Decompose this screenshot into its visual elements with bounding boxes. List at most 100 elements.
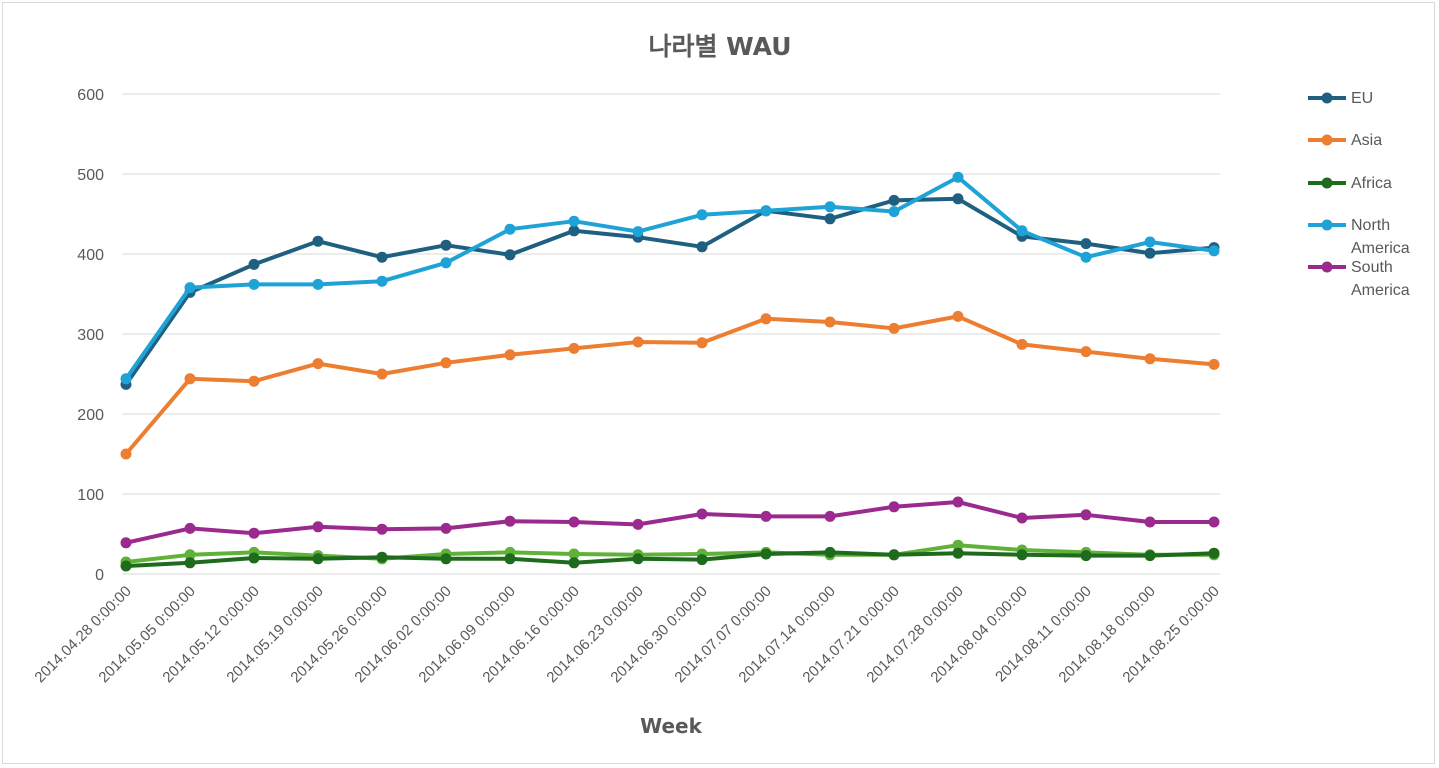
data-point xyxy=(696,508,708,520)
series-africa xyxy=(120,546,1220,572)
data-point xyxy=(1080,509,1092,521)
data-point xyxy=(952,539,964,551)
legend-marker xyxy=(1321,219,1333,231)
data-point xyxy=(504,249,516,261)
legend-marker xyxy=(1321,261,1333,273)
data-point xyxy=(824,213,836,225)
data-point xyxy=(1080,550,1092,562)
data-point xyxy=(184,549,196,561)
data-point xyxy=(632,336,644,348)
data-point xyxy=(952,171,964,183)
data-point xyxy=(440,239,452,251)
series-line xyxy=(124,175,1216,381)
data-point xyxy=(1144,236,1156,248)
data-point xyxy=(760,510,772,522)
y-tick-label: 200 xyxy=(77,407,104,424)
data-point xyxy=(568,342,580,354)
legend: EU Asia Africa North America South America xyxy=(1308,90,1410,299)
data-point xyxy=(440,257,452,269)
data-point xyxy=(632,226,644,238)
legend-marker xyxy=(1321,177,1333,189)
y-tick-label: 0 xyxy=(95,567,104,584)
data-point xyxy=(312,235,324,247)
legend-item: North America xyxy=(1308,217,1410,257)
data-point xyxy=(1080,251,1092,263)
y-tick-label: 300 xyxy=(77,327,104,344)
legend-item: South America xyxy=(1308,259,1410,299)
data-point xyxy=(568,225,580,237)
legend-label: North xyxy=(1351,217,1390,234)
data-point xyxy=(1080,238,1092,250)
data-point xyxy=(1080,346,1092,358)
data-point xyxy=(376,275,388,287)
data-point xyxy=(504,223,516,235)
data-point xyxy=(312,521,324,533)
data-point xyxy=(888,501,900,513)
data-point xyxy=(1208,358,1220,370)
data-point xyxy=(248,552,260,564)
series-line xyxy=(124,314,1216,456)
series-asia xyxy=(120,310,1220,460)
data-point xyxy=(184,522,196,534)
data-point xyxy=(1208,516,1220,528)
data-point xyxy=(440,522,452,534)
data-point xyxy=(696,209,708,221)
data-point xyxy=(1208,547,1220,559)
legend-label: America xyxy=(1351,282,1410,299)
data-point xyxy=(248,375,260,387)
data-point xyxy=(376,523,388,535)
data-point xyxy=(440,357,452,369)
data-point xyxy=(696,241,708,253)
data-point xyxy=(312,358,324,370)
data-point xyxy=(888,194,900,206)
data-point xyxy=(312,278,324,290)
data-point xyxy=(504,553,516,565)
data-point xyxy=(760,313,772,325)
series-line xyxy=(124,500,1216,545)
data-point xyxy=(952,496,964,508)
chart-title: 나라별 WAU xyxy=(648,32,791,61)
series-line xyxy=(124,550,1216,568)
data-point xyxy=(184,373,196,385)
data-point xyxy=(568,557,580,569)
data-point xyxy=(504,515,516,527)
data-point xyxy=(952,547,964,559)
data-point xyxy=(824,546,836,558)
y-tick-label: 500 xyxy=(77,167,104,184)
data-point xyxy=(184,282,196,294)
data-point xyxy=(888,549,900,561)
data-point xyxy=(184,557,196,569)
series-line xyxy=(124,543,1216,564)
legend-label: Asia xyxy=(1351,132,1382,149)
data-point xyxy=(1144,516,1156,528)
data-point xyxy=(120,560,132,572)
data-point xyxy=(696,554,708,566)
data-point xyxy=(632,518,644,530)
legend-label: Africa xyxy=(1351,175,1392,192)
data-point xyxy=(1016,512,1028,524)
data-point xyxy=(376,251,388,263)
data-point xyxy=(568,516,580,528)
data-point xyxy=(952,310,964,322)
data-point xyxy=(824,510,836,522)
legend-marker xyxy=(1321,92,1333,104)
gridlines xyxy=(122,93,1220,575)
legend-item: Asia xyxy=(1308,132,1382,149)
data-point xyxy=(1144,247,1156,259)
data-point xyxy=(120,537,132,549)
y-tick-label: 400 xyxy=(77,247,104,264)
y-tick-label: 100 xyxy=(77,487,104,504)
data-point xyxy=(120,373,132,385)
data-point xyxy=(632,553,644,565)
data-point xyxy=(1144,550,1156,562)
data-point xyxy=(504,349,516,361)
legend-label: America xyxy=(1351,240,1410,257)
data-point xyxy=(568,548,580,560)
series-line xyxy=(124,196,1216,387)
data-point xyxy=(248,258,260,270)
data-point xyxy=(1016,549,1028,561)
data-point xyxy=(248,278,260,290)
